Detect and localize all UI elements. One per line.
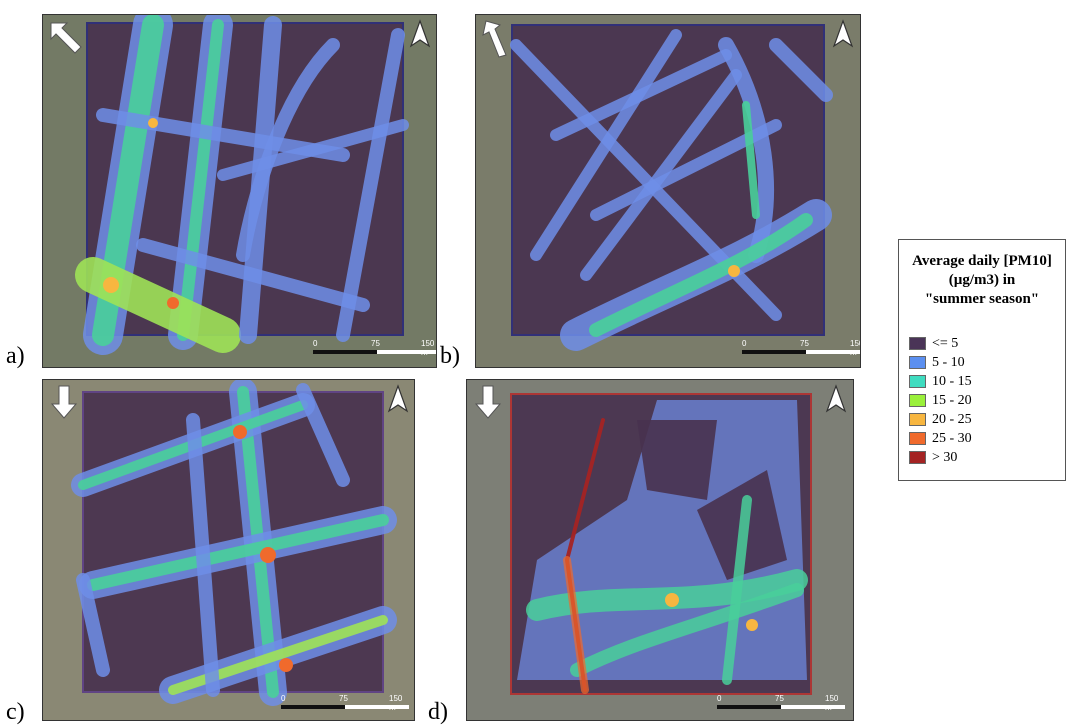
legend-title: Average daily [PM10] (µg/m3) in "summer … xyxy=(899,252,1065,309)
legend-swatch xyxy=(909,451,926,464)
pm10-legend: Average daily [PM10] (µg/m3) in "summer … xyxy=(898,239,1066,481)
satellite-background xyxy=(43,15,436,367)
north-arrow-icon xyxy=(387,384,409,414)
scale-bar-dark xyxy=(281,705,345,709)
legend-item-label: 15 - 20 xyxy=(932,392,972,408)
scale-end: 150 m xyxy=(825,694,839,712)
legend-item-label: 5 - 10 xyxy=(932,354,965,370)
scale-bar: 0 75 150 m xyxy=(742,339,860,359)
legend-title-line-2: (µg/m3) in xyxy=(948,272,1016,288)
scale-bar: 0 75 150 m xyxy=(717,694,847,714)
map-panel-a: 0 75 150 m xyxy=(42,14,437,368)
scale-mid: 75 xyxy=(800,339,809,348)
map-panel-d: 0 75 150 m xyxy=(466,379,854,721)
scale-bar-light xyxy=(377,350,436,354)
panel-label-d: d) xyxy=(428,699,448,725)
scale-bar: 0 75 150 m xyxy=(313,339,436,359)
legend-item: 25 - 30 xyxy=(909,429,972,448)
scale-mid: 75 xyxy=(371,339,380,348)
scale-mid: 75 xyxy=(339,694,348,703)
legend-swatch xyxy=(909,394,926,407)
north-arrow-icon xyxy=(409,19,431,49)
legend-swatch xyxy=(909,337,926,350)
scale-bar-light xyxy=(781,705,845,709)
scale-end: 150 m xyxy=(389,694,403,712)
legend-item: <= 5 xyxy=(909,334,972,353)
satellite-background xyxy=(476,15,860,367)
scale-mid: 75 xyxy=(775,694,784,703)
scale-end: 150 m xyxy=(850,339,860,357)
wind-direction-arrow-icon xyxy=(45,17,87,59)
legend-item: 5 - 10 xyxy=(909,353,972,372)
legend-item-label: <= 5 xyxy=(932,335,959,351)
wind-direction-arrow-icon xyxy=(478,17,520,59)
scale-bar: 0 75 150 m xyxy=(281,694,411,714)
legend-item-label: 25 - 30 xyxy=(932,430,972,446)
scale-bar-dark xyxy=(313,350,377,354)
map-panel-b: 0 75 150 m xyxy=(475,14,861,368)
scale-bar-dark xyxy=(742,350,806,354)
legend-swatch xyxy=(909,375,926,388)
scale-bar-light xyxy=(806,350,860,354)
scale-bar-light xyxy=(345,705,409,709)
legend-item-label: > 30 xyxy=(932,449,958,465)
scale-bar-dark xyxy=(717,705,781,709)
legend-item: > 30 xyxy=(909,448,972,467)
scale-zero: 0 xyxy=(281,694,286,703)
legend-items: <= 5 5 - 10 10 - 15 15 - 20 20 - 25 25 -… xyxy=(909,334,972,467)
legend-swatch xyxy=(909,432,926,445)
legend-item-label: 20 - 25 xyxy=(932,411,972,427)
legend-title-line-3: "summer season" xyxy=(924,291,1040,307)
north-arrow-icon xyxy=(825,384,847,414)
legend-item: 10 - 15 xyxy=(909,372,972,391)
satellite-background xyxy=(467,380,853,720)
legend-swatch xyxy=(909,356,926,369)
scale-zero: 0 xyxy=(742,339,747,348)
legend-title-line-1: Average daily [PM10] xyxy=(912,253,1052,269)
scale-zero: 0 xyxy=(717,694,722,703)
satellite-background xyxy=(43,380,414,720)
wind-direction-arrow-icon xyxy=(469,382,511,424)
legend-item: 15 - 20 xyxy=(909,391,972,410)
map-panel-c: 0 75 150 m xyxy=(42,379,415,721)
panel-label-b: b) xyxy=(440,343,460,369)
legend-swatch xyxy=(909,413,926,426)
wind-direction-arrow-icon xyxy=(45,382,87,424)
scale-end: 150 m xyxy=(421,339,435,357)
panel-label-c: c) xyxy=(6,699,25,725)
scale-zero: 0 xyxy=(313,339,318,348)
panel-label-a: a) xyxy=(6,343,25,369)
legend-item-label: 10 - 15 xyxy=(932,373,972,389)
legend-item: 20 - 25 xyxy=(909,410,972,429)
north-arrow-icon xyxy=(832,19,854,49)
